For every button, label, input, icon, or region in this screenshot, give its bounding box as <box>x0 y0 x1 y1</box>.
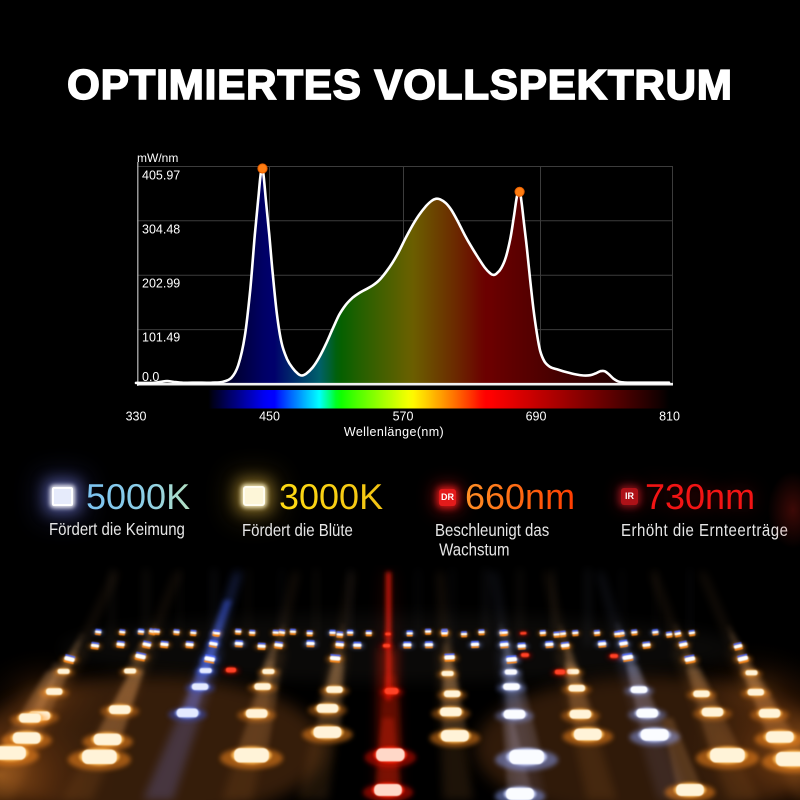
svg-text:mW/nm: mW/nm <box>137 151 178 165</box>
svg-text:101.49: 101.49 <box>142 331 180 345</box>
svg-text:0.0: 0.0 <box>142 370 159 384</box>
svg-text:202.99: 202.99 <box>142 277 180 291</box>
svg-text:405.97: 405.97 <box>142 169 180 183</box>
svg-text:690: 690 <box>526 410 547 424</box>
svg-text:Wellenlänge(nm): Wellenlänge(nm) <box>344 425 444 439</box>
svg-text:450: 450 <box>259 410 280 424</box>
svg-text:304.48: 304.48 <box>142 223 180 237</box>
svg-text:810: 810 <box>659 410 680 424</box>
svg-text:330: 330 <box>126 410 147 424</box>
svg-text:570: 570 <box>393 410 414 424</box>
